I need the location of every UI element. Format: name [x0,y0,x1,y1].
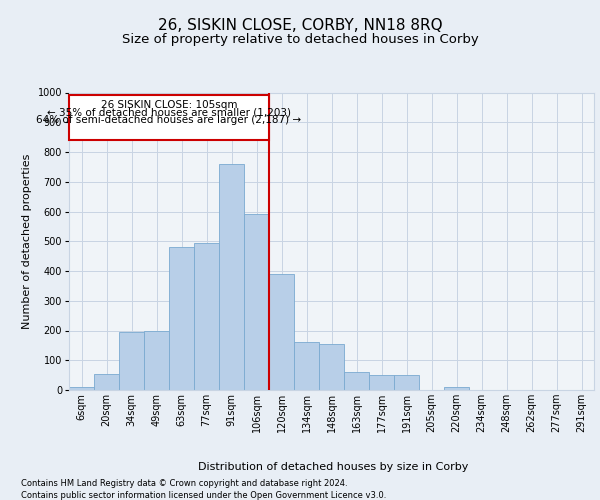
Text: Distribution of detached houses by size in Corby: Distribution of detached houses by size … [198,462,468,472]
Bar [244,214,269,390]
Bar [269,274,294,390]
Bar [144,330,169,390]
Bar [94,374,119,390]
Bar [294,342,319,390]
Bar [444,387,469,390]
Bar [394,375,419,390]
Bar [369,375,394,390]
Bar [119,332,144,390]
Text: Contains public sector information licensed under the Open Government Licence v3: Contains public sector information licen… [21,490,386,500]
Text: 26, SISKIN CLOSE, CORBY, NN18 8RQ: 26, SISKIN CLOSE, CORBY, NN18 8RQ [158,18,442,32]
Bar [69,387,94,390]
Text: Size of property relative to detached houses in Corby: Size of property relative to detached ho… [122,32,478,46]
Text: Contains HM Land Registry data © Crown copyright and database right 2024.: Contains HM Land Registry data © Crown c… [21,480,347,488]
Bar [319,344,344,390]
Bar [169,247,194,390]
Text: ← 35% of detached houses are smaller (1,203): ← 35% of detached houses are smaller (1,… [47,108,291,118]
Bar [344,372,369,390]
Bar [219,164,244,390]
Bar [194,242,219,390]
Bar [69,96,269,140]
Text: 26 SISKIN CLOSE: 105sqm: 26 SISKIN CLOSE: 105sqm [101,100,237,110]
Text: 64% of semi-detached houses are larger (2,187) →: 64% of semi-detached houses are larger (… [37,115,302,125]
Y-axis label: Number of detached properties: Number of detached properties [22,154,32,329]
